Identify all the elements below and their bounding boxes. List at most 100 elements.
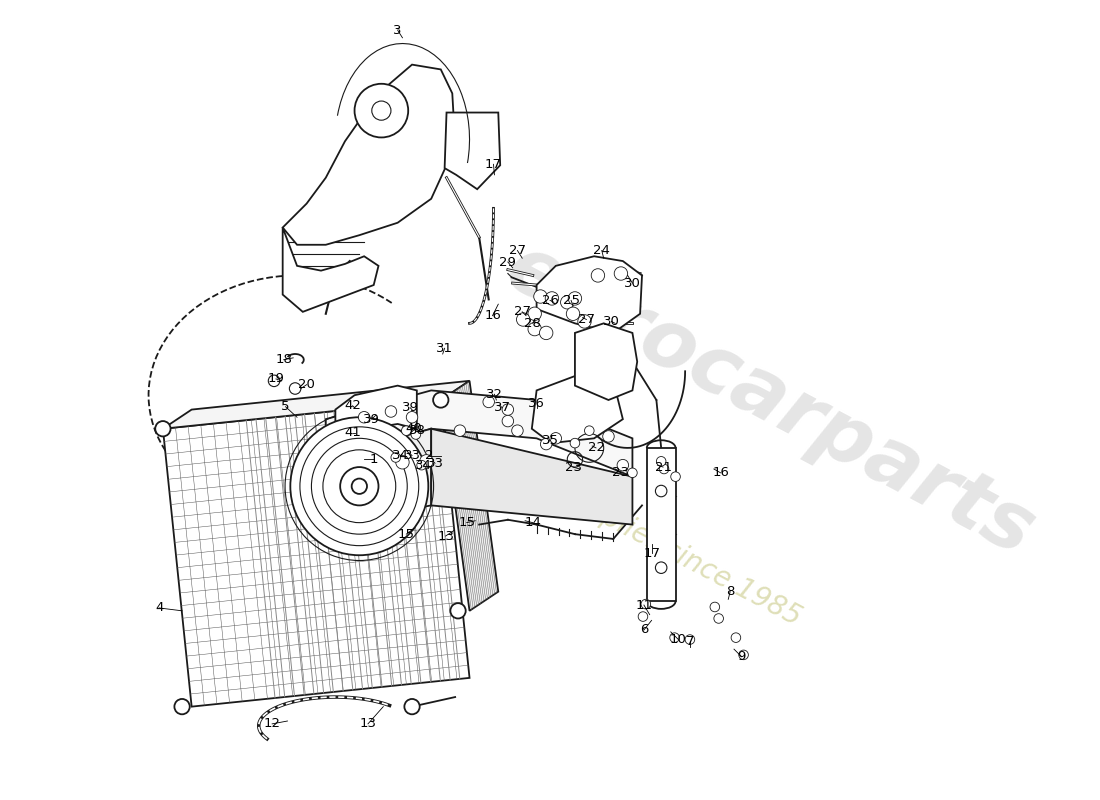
Circle shape: [566, 307, 580, 321]
Text: 30: 30: [624, 277, 641, 290]
Circle shape: [584, 426, 594, 435]
Text: 39: 39: [363, 413, 381, 426]
Text: 16: 16: [484, 309, 500, 322]
Circle shape: [411, 430, 420, 439]
Circle shape: [155, 421, 170, 437]
Text: 23: 23: [564, 461, 582, 474]
Text: 11: 11: [636, 598, 652, 611]
Circle shape: [628, 468, 637, 478]
Polygon shape: [531, 376, 623, 443]
Circle shape: [300, 427, 419, 546]
Circle shape: [483, 396, 494, 408]
Text: 20: 20: [298, 378, 315, 391]
Circle shape: [539, 326, 553, 340]
Circle shape: [670, 633, 680, 642]
Circle shape: [354, 84, 408, 138]
Circle shape: [656, 562, 667, 574]
Text: 24: 24: [593, 244, 611, 257]
Circle shape: [569, 292, 582, 305]
Circle shape: [578, 314, 591, 328]
Polygon shape: [537, 256, 642, 333]
Circle shape: [591, 269, 605, 282]
Text: 18: 18: [275, 354, 293, 366]
Text: 42: 42: [344, 399, 361, 412]
Polygon shape: [431, 429, 632, 525]
Text: 30: 30: [603, 315, 619, 328]
Circle shape: [396, 455, 409, 469]
Text: 33: 33: [427, 457, 443, 470]
Circle shape: [390, 453, 400, 462]
Text: 2: 2: [425, 449, 433, 462]
Circle shape: [710, 602, 719, 612]
Text: 37: 37: [494, 401, 510, 414]
Text: 9: 9: [737, 650, 746, 663]
Circle shape: [638, 612, 648, 622]
Circle shape: [268, 375, 279, 386]
Polygon shape: [441, 381, 498, 611]
Text: 36: 36: [528, 398, 544, 410]
Text: 26: 26: [541, 294, 559, 307]
Text: 34: 34: [415, 458, 432, 472]
Circle shape: [420, 454, 433, 468]
Text: 17: 17: [644, 547, 660, 560]
Circle shape: [714, 614, 724, 623]
Circle shape: [359, 411, 370, 423]
Text: 23: 23: [613, 466, 629, 479]
Circle shape: [656, 486, 667, 497]
Text: 27: 27: [578, 313, 595, 326]
Text: eurocarparts: eurocarparts: [492, 228, 1047, 572]
Circle shape: [550, 433, 561, 444]
Circle shape: [433, 392, 449, 408]
Text: 25: 25: [562, 294, 580, 307]
Text: 38: 38: [409, 424, 426, 437]
Circle shape: [290, 418, 428, 555]
Text: a parts supplier since 1985: a parts supplier since 1985: [459, 430, 806, 631]
Text: 39: 39: [402, 401, 419, 414]
Circle shape: [417, 460, 427, 470]
Text: 1: 1: [370, 453, 378, 466]
Circle shape: [732, 633, 740, 642]
Polygon shape: [326, 390, 632, 477]
Circle shape: [289, 382, 301, 394]
Text: 40: 40: [406, 422, 422, 435]
Text: 34: 34: [392, 449, 409, 462]
Text: 17: 17: [485, 158, 502, 170]
Circle shape: [528, 307, 541, 321]
Text: 35: 35: [541, 434, 559, 446]
Polygon shape: [283, 227, 378, 312]
Text: 27: 27: [509, 244, 526, 257]
Circle shape: [450, 603, 465, 618]
Circle shape: [352, 478, 367, 494]
Circle shape: [685, 634, 695, 644]
Circle shape: [739, 650, 748, 660]
Circle shape: [570, 438, 580, 448]
Circle shape: [405, 699, 420, 714]
Circle shape: [617, 459, 628, 471]
Circle shape: [406, 411, 418, 423]
Polygon shape: [326, 429, 431, 525]
Text: 12: 12: [264, 718, 280, 730]
Bar: [647, 448, 675, 602]
Circle shape: [385, 406, 397, 418]
Text: 22: 22: [587, 442, 605, 454]
Circle shape: [534, 290, 547, 303]
Text: 3: 3: [394, 24, 402, 37]
Circle shape: [311, 438, 407, 534]
Circle shape: [372, 101, 390, 120]
Polygon shape: [283, 65, 454, 245]
Circle shape: [512, 425, 524, 437]
Text: 13: 13: [360, 718, 376, 730]
Circle shape: [659, 464, 669, 474]
Text: 4: 4: [155, 602, 163, 614]
Polygon shape: [163, 400, 470, 706]
Text: 32: 32: [486, 388, 503, 401]
Polygon shape: [575, 323, 637, 400]
Circle shape: [546, 292, 559, 305]
Text: 27: 27: [514, 306, 530, 318]
Circle shape: [340, 467, 378, 506]
Circle shape: [528, 322, 541, 336]
Circle shape: [517, 313, 530, 326]
Text: 7: 7: [685, 635, 694, 648]
Circle shape: [323, 450, 396, 522]
Text: 16: 16: [712, 466, 729, 479]
